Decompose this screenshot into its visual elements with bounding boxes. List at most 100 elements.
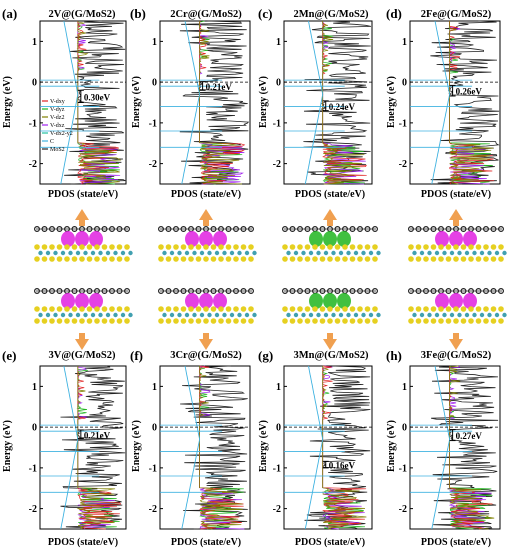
charge-density-blob bbox=[89, 231, 103, 247]
sulfur-atom bbox=[71, 318, 78, 324]
molybdenum-atom bbox=[162, 312, 167, 318]
charge-density-blob bbox=[435, 293, 449, 309]
charge-density-blob bbox=[61, 293, 75, 309]
molybdenum-atom bbox=[316, 250, 321, 256]
sulfur-atom bbox=[56, 244, 63, 250]
sulfur-atom bbox=[86, 256, 93, 262]
panel-title-e: 3V@(G/MoS2) bbox=[49, 350, 116, 361]
molybdenum-atom bbox=[222, 250, 227, 256]
sulfur-atom bbox=[312, 306, 318, 312]
sulfur-atom bbox=[86, 244, 93, 250]
sulfur-atom bbox=[94, 244, 100, 250]
pdos-plot-b: 1 0 -1 -2 0.21eV bbox=[149, 20, 251, 185]
y-tick-label: -2 bbox=[273, 159, 281, 170]
y-axis-label-c: Energy (eV) bbox=[258, 76, 269, 128]
sulfur-atom bbox=[319, 306, 326, 312]
sulfur-atom bbox=[423, 306, 429, 312]
y-axis-label-a: Energy (eV) bbox=[2, 76, 13, 128]
sulfur-atom bbox=[415, 318, 422, 324]
total-dos-line bbox=[60, 365, 126, 530]
charge-density-blob bbox=[213, 293, 227, 309]
sulfur-atom bbox=[109, 256, 115, 262]
sulfur-atom bbox=[225, 318, 232, 324]
sulfur-atom bbox=[210, 244, 217, 250]
total-dos-line bbox=[431, 365, 499, 530]
sulfur-atom bbox=[483, 318, 489, 324]
sulfur-atom bbox=[116, 306, 123, 312]
sulfur-atom bbox=[430, 318, 437, 324]
total-dos-line bbox=[64, 20, 127, 185]
sulfur-atom bbox=[423, 318, 429, 324]
charge-density-blob bbox=[199, 293, 213, 309]
molybdenum-atom bbox=[60, 250, 66, 256]
sulfur-atom bbox=[109, 244, 115, 250]
charge-density-blob bbox=[323, 293, 337, 309]
molybdenum-atom bbox=[502, 250, 507, 256]
sulfur-atom bbox=[372, 318, 378, 324]
sulfur-atom bbox=[71, 306, 78, 312]
legend-entry: V-dyz bbox=[50, 107, 65, 113]
sulfur-atom bbox=[453, 318, 459, 324]
sulfur-atom bbox=[56, 306, 63, 312]
arrow-up-shaft bbox=[453, 220, 459, 226]
molybdenum-atom bbox=[53, 312, 58, 318]
sulfur-atom bbox=[468, 256, 474, 262]
charge-density-blob bbox=[213, 231, 227, 247]
sulfur-atom bbox=[188, 318, 194, 324]
molybdenum-atom bbox=[376, 250, 381, 256]
panel-e: (e) 3V@(G/MoS2) 1 0 -1 -2 0.21eV Energy (eV)… bbox=[2, 348, 127, 548]
sulfur-atom bbox=[372, 306, 378, 312]
panel-title-c: 2Mn@(G/MoS2) bbox=[293, 9, 369, 20]
sulfur-atom bbox=[180, 306, 187, 312]
sulfur-atom bbox=[34, 256, 40, 262]
molybdenum-atom bbox=[442, 312, 447, 318]
band-gap-label: 0.21eV bbox=[206, 82, 233, 92]
sulfur-atom bbox=[225, 244, 232, 250]
sulfur-atom bbox=[203, 318, 209, 324]
molybdenum-atom bbox=[301, 312, 306, 318]
charge-density-blob bbox=[449, 231, 463, 247]
molybdenum-atom bbox=[308, 312, 314, 318]
molybdenum-atom bbox=[105, 250, 111, 256]
sulfur-atom bbox=[445, 256, 452, 262]
y-tick-label: -2 bbox=[399, 159, 407, 170]
panel-title-h: 3Fe@(G/MoS2) bbox=[421, 350, 492, 361]
metal-d-dos-line bbox=[77, 20, 122, 185]
plot-frame bbox=[39, 365, 127, 530]
sulfur-atom bbox=[357, 318, 363, 324]
sulfur-atom bbox=[282, 244, 288, 250]
sulfur-atom bbox=[438, 244, 444, 250]
sulfur-atom bbox=[124, 318, 130, 324]
y-tick-label: -2 bbox=[399, 504, 407, 515]
legend-entry: V-dxz bbox=[50, 123, 65, 129]
carbon-dos-line bbox=[181, 20, 201, 185]
legend-a: V-dxy V-dyz V-dz2 V-dxz V-dx2-y2 C MoS2 bbox=[42, 99, 73, 153]
sulfur-atom bbox=[240, 244, 247, 250]
sulfur-atom bbox=[225, 306, 232, 312]
sulfur-atom bbox=[334, 244, 341, 250]
molybdenum-atom bbox=[487, 250, 492, 256]
panel-letter-g: (g) bbox=[258, 348, 273, 363]
charge-density-blob bbox=[185, 293, 199, 309]
sulfur-atom bbox=[430, 306, 437, 312]
molybdenum-atom bbox=[68, 250, 73, 256]
sulfur-atom bbox=[218, 256, 224, 262]
carbon-dos-line bbox=[431, 365, 451, 530]
molybdenum-atom bbox=[427, 250, 432, 256]
sulfur-atom bbox=[445, 306, 452, 312]
molybdenum-atom bbox=[120, 312, 126, 318]
x-axis-label-e: PDOS (state/eV) bbox=[48, 537, 118, 548]
sulfur-atom bbox=[158, 306, 164, 312]
arrow-up-icon bbox=[449, 209, 463, 220]
sulfur-atom bbox=[195, 244, 202, 250]
y-axis-label-d: Energy (eV) bbox=[386, 76, 397, 128]
molybdenum-atom bbox=[75, 312, 81, 318]
sulfur-atom bbox=[408, 256, 414, 262]
sulfur-atom bbox=[334, 256, 341, 262]
sulfur-atom bbox=[173, 244, 179, 250]
molybdenum-atom bbox=[293, 312, 299, 318]
molybdenum-atom bbox=[237, 312, 242, 318]
band-gap-label: 0.30eV bbox=[84, 92, 111, 102]
sulfur-atom bbox=[233, 244, 239, 250]
sulfur-atom bbox=[158, 256, 164, 262]
